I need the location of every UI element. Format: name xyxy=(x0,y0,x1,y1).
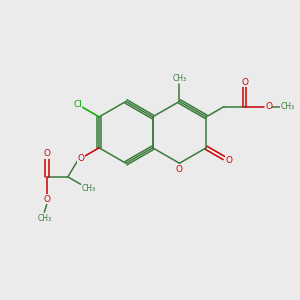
Text: O: O xyxy=(241,78,248,87)
Text: CH₃: CH₃ xyxy=(37,214,51,223)
Text: O: O xyxy=(265,102,272,111)
Text: CH₃: CH₃ xyxy=(81,184,95,193)
Text: Cl: Cl xyxy=(73,100,82,109)
Text: CH₃: CH₃ xyxy=(172,74,187,83)
Text: O: O xyxy=(44,149,51,158)
Text: O: O xyxy=(176,165,183,174)
Text: O: O xyxy=(225,156,232,165)
Text: CH₃: CH₃ xyxy=(280,102,294,111)
Text: O: O xyxy=(44,195,51,204)
Text: O: O xyxy=(77,154,84,163)
